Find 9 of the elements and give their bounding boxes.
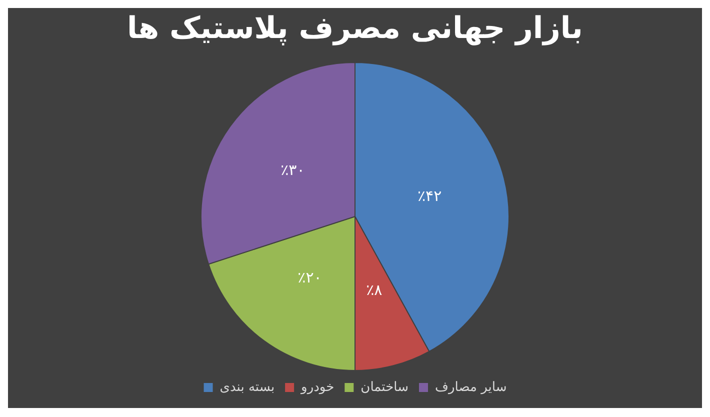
data-label: ٪۲۰	[298, 268, 322, 287]
data-label: ٪۳۰	[280, 161, 305, 180]
legend-label: خودرو	[300, 380, 334, 395]
legend-label: ساختمان	[360, 380, 408, 395]
legend-label: سایر مصارف	[434, 380, 507, 395]
legend-label: بسته بندی	[220, 380, 275, 395]
data-label: ٪۴۲	[417, 187, 442, 206]
data-label: ٪۸	[366, 280, 382, 299]
chart-title: بازار جهانی مصرف پلاستیک ها	[127, 10, 583, 46]
